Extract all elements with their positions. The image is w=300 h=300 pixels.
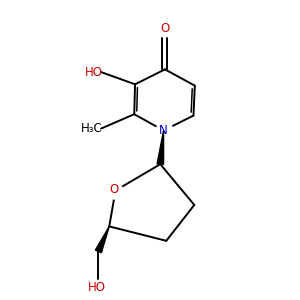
- Text: N: N: [159, 124, 168, 137]
- Text: HO: HO: [85, 66, 103, 79]
- Text: H₃C: H₃C: [81, 122, 103, 135]
- Polygon shape: [95, 226, 109, 253]
- Text: HO: HO: [88, 281, 106, 294]
- Text: O: O: [160, 22, 170, 35]
- Text: O: O: [110, 183, 119, 196]
- Polygon shape: [157, 130, 164, 164]
